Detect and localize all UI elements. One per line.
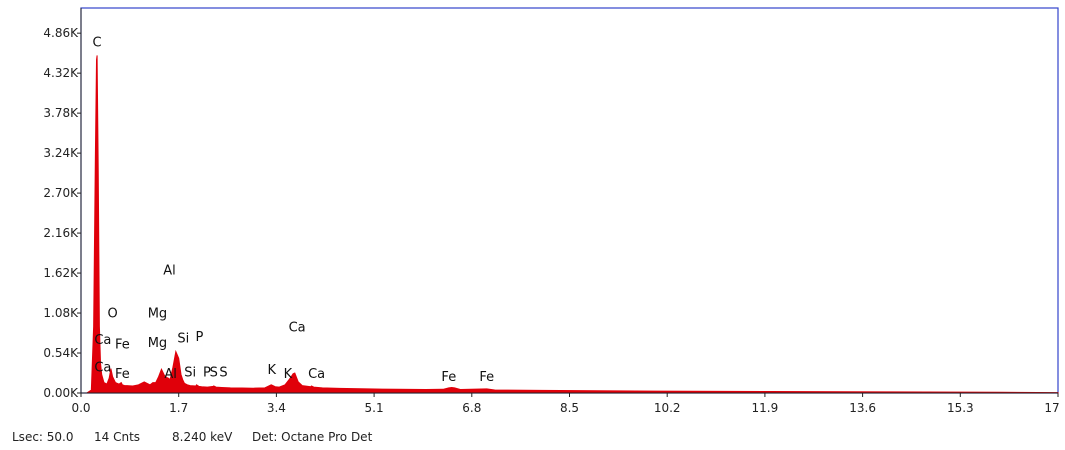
y-tick-label: 4.32K	[43, 66, 79, 80]
peak-label-p: P	[195, 330, 203, 345]
peak-label-s: S	[219, 366, 227, 381]
status-bar: Lsec: 50.0 14 Cnts 8.240 keV Det: Octane Pr…	[12, 430, 372, 448]
eds-spectrum-chart: 0.00K 0.54K 1.08K 1.62K 2.16K 2.70K 3.24K 3.78K…	[43, 7, 1060, 415]
y-tick-label: 0.00K	[43, 386, 79, 400]
x-tick-label: 11.9	[752, 401, 779, 415]
peak-label-k: K	[284, 367, 293, 382]
y-axis-ticks: 0.00K 0.54K 1.08K 1.62K 2.16K 2.70K 3.24K 3.78K…	[43, 26, 81, 400]
peak-label-al: Al	[163, 264, 176, 279]
peak-label-ca: Ca	[289, 321, 306, 336]
peak-label-fe: Fe	[115, 338, 130, 353]
x-tick-label: 3.4	[267, 401, 286, 415]
peak-label-o: O	[107, 306, 117, 321]
x-tick-label: 15.3	[947, 401, 974, 415]
y-tick-label: 4.86K	[43, 26, 79, 40]
peak-label-k: K	[268, 363, 277, 378]
x-axis-ticks: 0.0 1.7 3.4 5.1 6.8 8.5 10.2 11.9 13.6 15.3 17	[71, 393, 1060, 415]
x-tick-label: 8.5	[560, 401, 579, 415]
peak-label-mg: Mg	[148, 306, 167, 321]
peak-label-si: Si	[177, 332, 189, 347]
y-tick-label: 0.54K	[43, 346, 79, 360]
peak-label-fe: Fe	[441, 370, 456, 385]
plot-frame	[80, 7, 1059, 394]
y-tick-label: 3.24K	[43, 146, 79, 160]
peak-label-al: Al	[164, 367, 177, 382]
x-tick-label: 10.2	[654, 401, 681, 415]
y-tick-label: 1.62K	[43, 266, 79, 280]
peak-label-ca: Ca	[94, 361, 111, 376]
peak-label-s: S	[210, 366, 218, 381]
peak-label-p: P	[203, 366, 211, 381]
counts-readout: 14 Cnts	[94, 430, 141, 444]
y-tick-label: 2.70K	[43, 186, 79, 200]
peak-label-ca: Ca	[94, 333, 111, 348]
energy-readout: 8.240 keV	[172, 430, 233, 444]
x-tick-label: 6.8	[462, 401, 481, 415]
live-seconds: Lsec: 50.0	[12, 430, 74, 444]
x-tick-label: 13.6	[849, 401, 876, 415]
x-tick-label: 17	[1044, 401, 1059, 415]
peak-label-fe: Fe	[115, 367, 130, 382]
spectrum-series	[81, 55, 1059, 394]
peak-label-mg: Mg	[148, 336, 167, 351]
peak-label-ca: Ca	[308, 367, 325, 382]
x-tick-label: 1.7	[169, 401, 188, 415]
peak-label-fe: Fe	[479, 370, 494, 385]
x-tick-label: 0.0	[71, 401, 90, 415]
detector-name: Det: Octane Pro Det	[252, 430, 373, 444]
y-tick-label: 3.78K	[43, 106, 79, 120]
peak-label-si: Si	[184, 366, 196, 381]
y-tick-label: 2.16K	[43, 226, 79, 240]
y-tick-label: 1.08K	[43, 306, 79, 320]
x-tick-label: 5.1	[365, 401, 384, 415]
peak-label-c: C	[93, 36, 102, 51]
